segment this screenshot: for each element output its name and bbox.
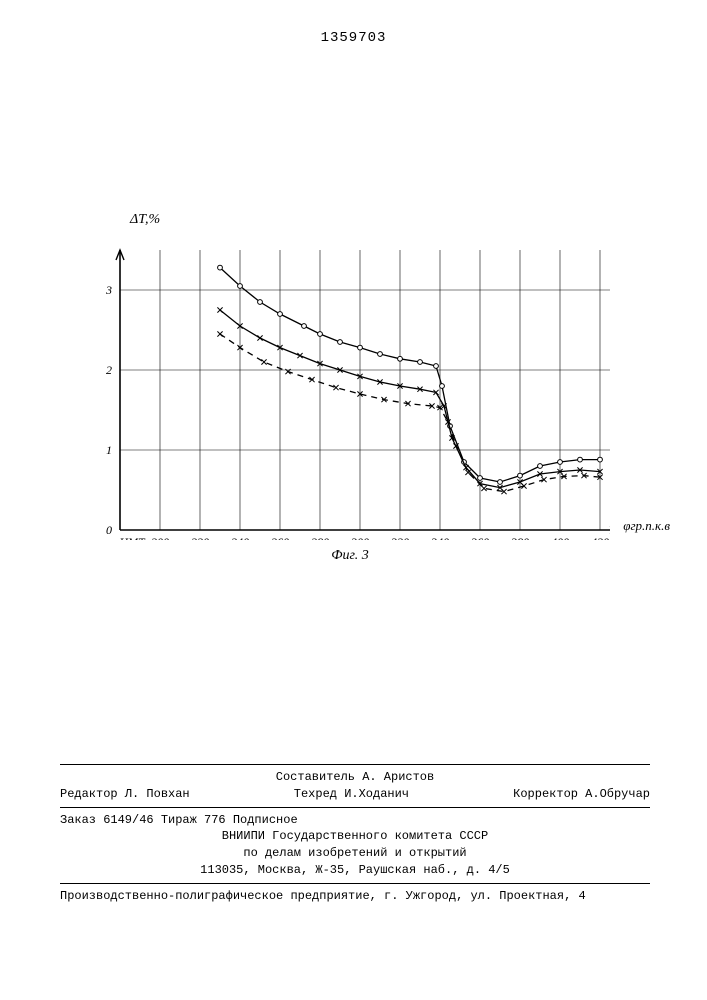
techred: Техред И.Ходанич (294, 786, 409, 803)
printer-line: Производственно-полиграфическое предприя… (60, 888, 650, 905)
svg-text:300: 300 (350, 535, 369, 540)
svg-text:1: 1 (106, 443, 112, 457)
addr-line: 113035, Москва, Ж-35, Раушская наб., д. … (60, 862, 650, 879)
svg-text:220: 220 (191, 535, 209, 540)
svg-text:2: 2 (106, 363, 112, 377)
divider (60, 764, 650, 765)
org-line-1: ВНИИПИ Государственного комитета СССР (60, 828, 650, 845)
chart-container: ΔT,% 01232002202402602803003203403603804… (90, 240, 610, 560)
editor: Редактор Л. Повхан (60, 786, 190, 803)
svg-text:260: 260 (271, 535, 289, 540)
svg-text:3: 3 (105, 283, 112, 297)
roles-row: Редактор Л. Повхан Техред И.Ходанич Корр… (60, 786, 650, 803)
corrector: Корректор А.Обручар (513, 786, 650, 803)
svg-text:340: 340 (430, 535, 449, 540)
page: 1359703 ΔT,% 0 1 2 3 200 220 240 260 280 300 320 34… (0, 0, 707, 1000)
org-line-2: по делам изобретений и открытий (60, 845, 650, 862)
svg-text:360: 360 (470, 535, 489, 540)
compiler-line: Составитель А. Аристов (60, 769, 650, 786)
svg-text:240: 240 (231, 535, 249, 540)
chart-svg: 0 1 2 3 200 220 240 260 280 300 320 340 360 380 400 420… (90, 240, 610, 540)
divider (60, 883, 650, 884)
patent-number: 1359703 (0, 30, 707, 46)
divider (60, 807, 650, 808)
svg-text:320: 320 (390, 535, 409, 540)
y-axis-label: ΔT,% (130, 212, 160, 228)
svg-text:420: 420 (591, 535, 609, 540)
svg-text:400: 400 (551, 535, 569, 540)
footer-block: Составитель А. Аристов Редактор Л. Повха… (60, 760, 650, 905)
svg-text:280: 280 (311, 535, 329, 540)
svg-text:0: 0 (106, 523, 112, 537)
svg-text:380: 380 (510, 535, 529, 540)
order-line: Заказ 6149/46 Тираж 776 Подписное (60, 812, 650, 829)
figure-caption: Фиг. 3 (90, 548, 610, 564)
x-axis-label: φгр.п.к.в (623, 518, 670, 534)
svg-text:200: 200 (151, 535, 169, 540)
svg-text:НМТ: НМТ (118, 535, 146, 540)
